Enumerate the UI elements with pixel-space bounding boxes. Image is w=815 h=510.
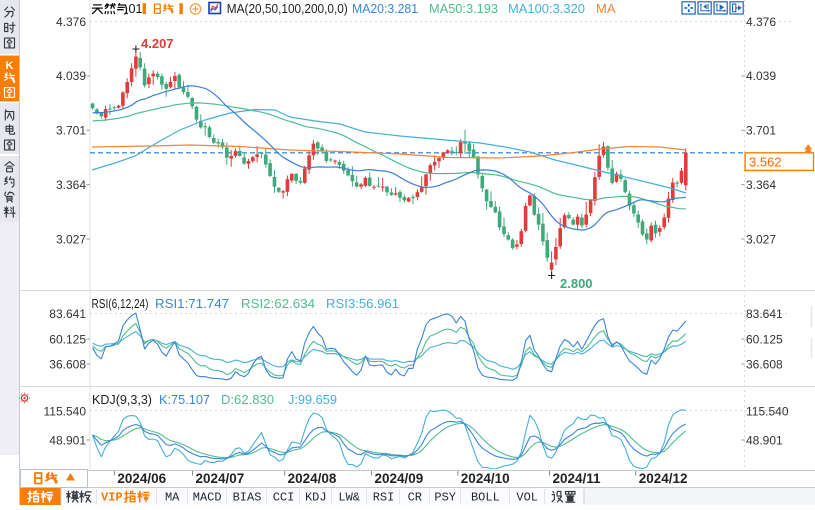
svg-text:115.540: 115.540 — [746, 404, 789, 418]
svg-text:RSI: RSI — [373, 491, 395, 505]
svg-text:36.608: 36.608 — [49, 357, 86, 371]
svg-text:2024/09: 2024/09 — [375, 471, 424, 486]
svg-text:J:99.659: J:99.659 — [288, 393, 337, 407]
svg-text:MA(20,50,100,200,0,0): MA(20,50,100,200,0,0) — [227, 1, 348, 16]
svg-text:83.641: 83.641 — [746, 307, 783, 321]
svg-text:2024/11: 2024/11 — [553, 471, 602, 486]
svg-text:2024/12: 2024/12 — [639, 471, 688, 486]
svg-text:MACD: MACD — [193, 491, 222, 505]
svg-text:BOLL: BOLL — [471, 491, 500, 505]
svg-text:60.125: 60.125 — [49, 332, 86, 346]
svg-text:KDJ(9,3,3): KDJ(9,3,3) — [92, 393, 152, 407]
svg-text:K:75.107: K:75.107 — [159, 393, 210, 407]
svg-text:3.027: 3.027 — [746, 232, 776, 246]
svg-text:VOL: VOL — [516, 491, 538, 505]
svg-text:2024/07: 2024/07 — [196, 471, 245, 486]
svg-text:MA20:3.281: MA20:3.281 — [352, 1, 418, 16]
svg-text:CR: CR — [408, 491, 422, 505]
svg-text:K: K — [6, 60, 14, 72]
svg-text:4.039: 4.039 — [56, 69, 86, 83]
svg-text:3.562: 3.562 — [749, 155, 782, 170]
svg-text:RSI1:71.747: RSI1:71.747 — [155, 297, 229, 311]
svg-text:RSI(6,12,24): RSI(6,12,24) — [92, 297, 149, 311]
svg-text:LW&: LW& — [338, 491, 360, 505]
svg-text:VIP: VIP — [101, 491, 123, 505]
svg-text:3.701: 3.701 — [56, 124, 86, 138]
svg-text:115.540: 115.540 — [44, 404, 87, 418]
svg-text:D:62.830: D:62.830 — [221, 393, 274, 407]
svg-text:48.901: 48.901 — [746, 433, 783, 447]
svg-text:KDJ: KDJ — [305, 491, 327, 505]
svg-text:36.608: 36.608 — [746, 357, 783, 371]
svg-text:RSI3:56.961: RSI3:56.961 — [326, 297, 399, 311]
svg-text:2024/08: 2024/08 — [288, 471, 337, 486]
svg-text:CCI: CCI — [273, 491, 295, 505]
svg-text:60.125: 60.125 — [746, 332, 783, 346]
svg-text:3.027: 3.027 — [56, 232, 86, 246]
svg-text:BIAS: BIAS — [233, 491, 262, 505]
svg-text:4.376: 4.376 — [56, 15, 86, 29]
svg-text:2.800: 2.800 — [560, 276, 593, 291]
svg-text:83.641: 83.641 — [49, 307, 86, 321]
svg-text:4.207: 4.207 — [141, 36, 174, 51]
svg-text:01: 01 — [129, 2, 143, 16]
svg-text:RSI2:62.634: RSI2:62.634 — [241, 297, 315, 311]
svg-text:48.901: 48.901 — [49, 433, 86, 447]
svg-text:4.039: 4.039 — [746, 69, 776, 83]
svg-text:4.376: 4.376 — [746, 15, 776, 29]
svg-text:MA100:3.320: MA100:3.320 — [508, 1, 585, 16]
svg-text:3.364: 3.364 — [746, 178, 776, 192]
svg-text:2024/10: 2024/10 — [461, 471, 510, 486]
svg-text:MA: MA — [165, 491, 180, 505]
svg-text:3.701: 3.701 — [746, 124, 776, 138]
svg-text:MA50:3.193: MA50:3.193 — [429, 1, 498, 16]
svg-text:3.364: 3.364 — [56, 178, 86, 192]
svg-text:MA: MA — [596, 1, 616, 16]
svg-text:PSY: PSY — [434, 491, 456, 505]
svg-text:2024/06: 2024/06 — [117, 471, 166, 486]
